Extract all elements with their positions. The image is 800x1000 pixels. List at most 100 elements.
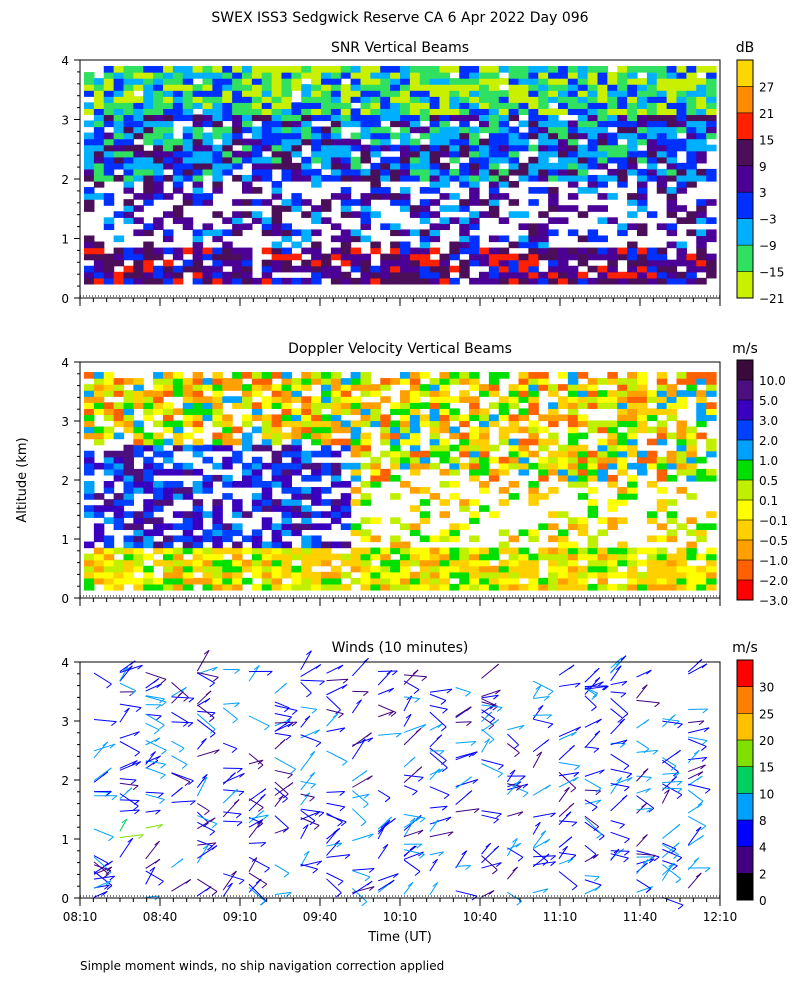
- snr-cell: [301, 174, 312, 182]
- doppler-cell: [409, 487, 421, 494]
- snr-cell: [84, 132, 95, 140]
- snr-cell: [261, 271, 273, 279]
- snr-cell: [271, 181, 283, 188]
- doppler-cell: [567, 438, 579, 446]
- doppler-cell: [508, 402, 520, 409]
- snr-cell: [498, 247, 510, 255]
- snr-cell: [192, 162, 204, 170]
- snr-cell: [242, 126, 253, 134]
- doppler-cell: [390, 426, 401, 434]
- snr-cell: [538, 247, 549, 255]
- wind-barb: [274, 757, 296, 770]
- wind-barb: [377, 669, 393, 686]
- snr-cell: [646, 168, 658, 176]
- doppler-cell: [153, 432, 164, 440]
- wind-barb-feather: [643, 748, 650, 754]
- snr-cell: [686, 90, 697, 97]
- doppler-cell: [548, 523, 559, 531]
- doppler-cell: [637, 396, 648, 403]
- doppler-cell: [113, 499, 125, 506]
- doppler-cell: [133, 511, 144, 518]
- wind-barb-feather: [337, 880, 344, 886]
- snr-cell: [479, 138, 490, 146]
- doppler-cell: [479, 414, 490, 422]
- snr-cell: [232, 84, 243, 91]
- doppler-cell: [686, 432, 697, 440]
- snr-cell: [479, 72, 490, 79]
- doppler-cell: [212, 553, 223, 561]
- snr-cell: [192, 144, 204, 152]
- doppler-cell: [380, 474, 391, 482]
- wind-barb-feather: [127, 837, 134, 843]
- snr-cell: [311, 156, 322, 164]
- snr-cell: [350, 156, 362, 164]
- doppler-cell: [498, 462, 510, 470]
- snr-cell: [370, 144, 381, 152]
- doppler-cell: [261, 402, 273, 409]
- snr-cell: [123, 271, 134, 279]
- snr-cell: [488, 96, 500, 103]
- doppler-cell: [567, 372, 579, 379]
- snr-cell: [696, 114, 707, 122]
- wind-barb-feather: [568, 802, 575, 808]
- snr-cell: [538, 114, 549, 122]
- snr-cell: [469, 168, 480, 176]
- doppler-cell: [656, 565, 668, 573]
- doppler-cell: [360, 462, 371, 470]
- wind-barb: [662, 783, 683, 796]
- doppler-cell: [251, 462, 263, 470]
- doppler-cell: [301, 372, 312, 379]
- doppler-cell: [459, 444, 470, 452]
- wind-barb: [687, 749, 700, 764]
- doppler-cell: [528, 402, 539, 409]
- doppler-cell: [488, 468, 500, 476]
- snr-cell: [409, 174, 421, 182]
- doppler-cell: [340, 553, 352, 561]
- snr-cell: [419, 235, 431, 243]
- snr-cell: [261, 229, 273, 237]
- doppler-cell: [251, 553, 263, 561]
- doppler-cell: [666, 577, 678, 585]
- snr-cell: [172, 102, 184, 109]
- snr-cell: [508, 72, 520, 79]
- doppler-cell: [182, 414, 194, 422]
- doppler-cell: [202, 378, 213, 385]
- doppler-cell: [676, 402, 687, 409]
- doppler-cell: [706, 444, 717, 452]
- doppler-cell: [439, 390, 450, 397]
- snr-cell: [508, 156, 520, 164]
- wind-barb-feather: [619, 743, 626, 748]
- snr-cell: [143, 102, 154, 109]
- doppler-cell: [271, 481, 283, 488]
- wind-barb: [171, 696, 194, 699]
- snr-cell: [281, 162, 292, 170]
- wind-barb: [351, 808, 367, 823]
- doppler-cell: [656, 535, 668, 543]
- doppler-cell: [340, 583, 352, 591]
- snr-cell: [350, 174, 362, 182]
- wind-barb-feather: [160, 763, 166, 769]
- doppler-cell: [103, 517, 115, 524]
- doppler-cell: [469, 535, 480, 543]
- doppler-cell: [646, 511, 658, 518]
- snr-cell: [400, 259, 411, 267]
- snr-cell: [419, 72, 431, 79]
- wind-barb-feather: [412, 669, 419, 675]
- doppler-cell: [251, 408, 263, 416]
- doppler-cell: [143, 499, 154, 506]
- snr-cell: [459, 114, 470, 122]
- doppler-cell: [567, 432, 579, 440]
- doppler-cell: [429, 438, 441, 446]
- snr-cell: [301, 66, 312, 73]
- doppler-cell: [281, 487, 292, 494]
- wind-barb: [610, 708, 624, 719]
- snr-cell: [103, 162, 115, 170]
- wind-barb: [119, 818, 128, 832]
- snr-cell: [617, 174, 628, 182]
- doppler-cell: [686, 372, 697, 379]
- snr-cell: [153, 72, 164, 79]
- wind-barb-feather: [202, 844, 209, 850]
- snr-cell: [390, 241, 401, 249]
- doppler-cell: [281, 583, 292, 591]
- snr-cell: [390, 193, 401, 200]
